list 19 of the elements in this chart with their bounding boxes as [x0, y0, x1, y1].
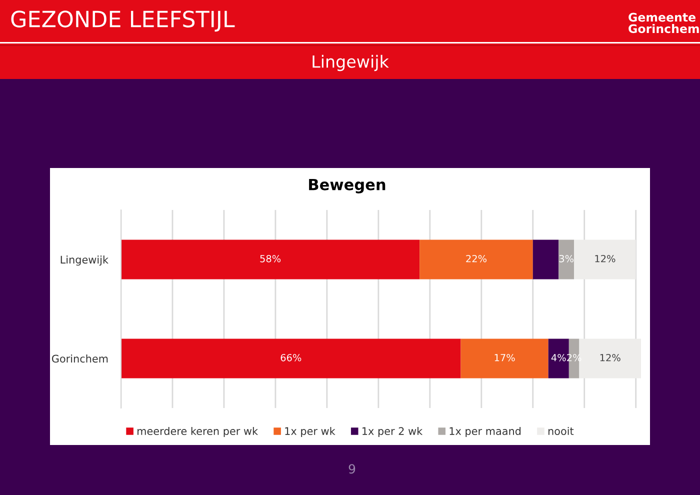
- text: Lingewijk: [312, 54, 389, 72]
- data-label: 66%: [280, 354, 302, 362]
- data-label: 12%: [595, 254, 616, 262]
- data-label: 3%: [559, 254, 574, 262]
- data-label: 58%: [260, 254, 281, 262]
- data-label: 22%: [466, 254, 487, 262]
- y-tick-label: Gorinchem: [52, 354, 108, 363]
- text: GEZONDE LEEFSTIJL: [11, 10, 235, 32]
- legend-label: 1x per maand: [450, 426, 521, 438]
- data-label: 17%: [494, 354, 515, 362]
- data-label: 4%: [551, 354, 566, 362]
- chart-title: Bewegen: [309, 178, 386, 194]
- legend-label: nooit: [548, 426, 574, 436]
- legend-label: meerdere keren per wk: [138, 426, 258, 438]
- legend-label: 1x per 2 wk: [362, 426, 423, 438]
- text: Gemeente Gorinchem: [628, 12, 699, 34]
- data-label: 12%: [600, 354, 620, 362]
- text: 9: [348, 464, 356, 474]
- legend-label: 1x per wk: [285, 426, 336, 438]
